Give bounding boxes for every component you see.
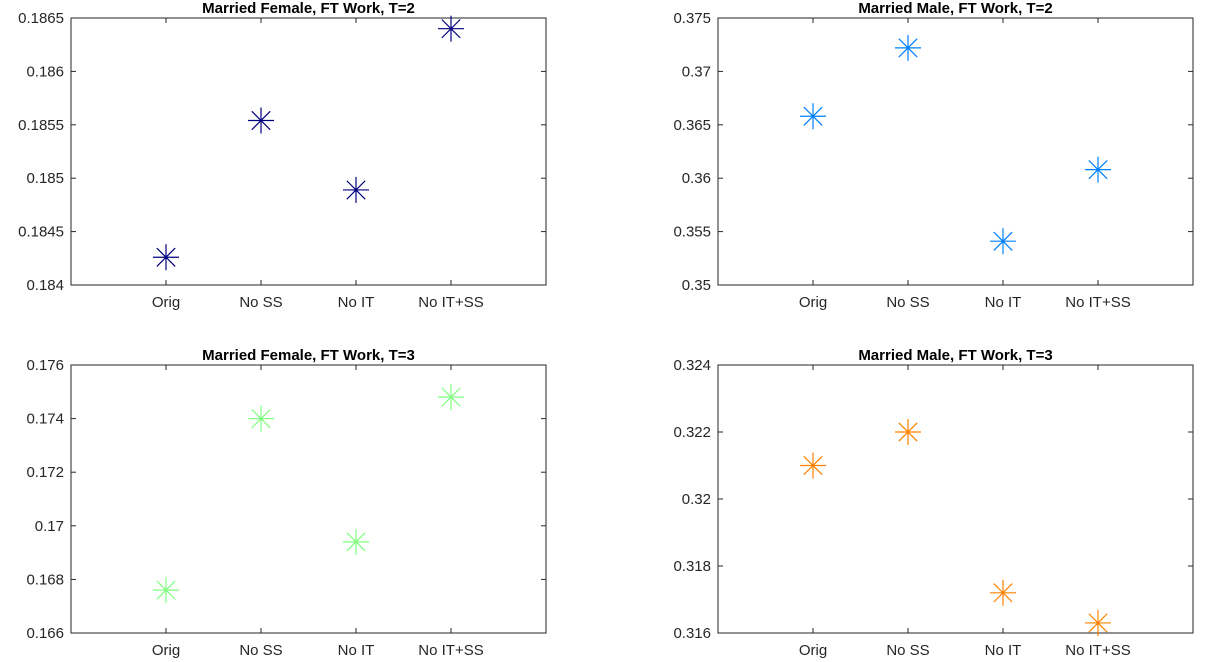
data-point-orig — [153, 577, 179, 604]
marker-stroke — [1088, 160, 1108, 180]
y-tick-label: 0.1845 — [18, 224, 64, 241]
y-tick-label: 0.322 — [673, 424, 711, 441]
data-point-no-ss — [895, 419, 921, 445]
marker-stroke — [803, 455, 823, 476]
y-tick-label: 0.375 — [673, 10, 711, 27]
chart-panel-4: Married Male, FT Work, T=3 0.316 0.318 0.32… — [673, 347, 1194, 659]
x-tick-label: No IT+SS — [418, 642, 483, 659]
marker-stroke — [1088, 613, 1108, 633]
y-tick-label: 0.316 — [673, 625, 711, 642]
data-point-orig — [153, 244, 179, 271]
x-tick-label: Orig — [799, 642, 827, 659]
marker-stroke — [251, 110, 271, 131]
data-point-no-it-ss — [1085, 609, 1111, 636]
y-tick-label: 0.32 — [682, 491, 711, 508]
x-tick-label: No IT — [985, 294, 1022, 311]
data-point-no-it-ss — [438, 15, 464, 42]
chart-title: Married Male, FT Work, T=2 — [858, 0, 1052, 17]
y-tick-label: 0.172 — [26, 464, 64, 481]
axes-box — [70, 364, 547, 634]
y-tick-label: 0.355 — [673, 224, 711, 241]
data-point-no-it-ss — [1085, 156, 1111, 183]
y-tick-label: 0.168 — [26, 571, 64, 588]
y-tick-label: 0.318 — [673, 558, 711, 575]
y-tick-label: 0.1865 — [18, 10, 64, 27]
y-tick-label: 0.184 — [26, 277, 64, 294]
y-tick-label: 0.17 — [35, 518, 64, 535]
x-tick-label: Orig — [152, 294, 180, 311]
chart-title: Married Female, FT Work, T=2 — [202, 0, 415, 17]
data-point-no-ss — [248, 107, 274, 134]
y-tick-label: 0.166 — [26, 625, 64, 642]
y-tick-label: 0.186 — [26, 63, 64, 80]
marker-stroke — [156, 580, 176, 600]
x-tick-label: No IT+SS — [418, 294, 483, 311]
data-point-no-ss — [895, 34, 921, 61]
marker-stroke — [441, 19, 461, 39]
x-tick-label: No IT — [338, 642, 375, 659]
y-tick-label: 0.324 — [673, 357, 711, 374]
data-point-no-it — [343, 528, 369, 555]
marker-stroke — [803, 106, 823, 126]
x-tick-label: No IT — [338, 294, 375, 311]
x-tick-label: No SS — [886, 642, 929, 659]
chart-panel-1: Married Female, FT Work, T=2 0.184 0.1845 0… — [18, 0, 547, 311]
x-tick-label: No SS — [239, 294, 282, 311]
data-point-no-ss — [248, 405, 274, 432]
marker-stroke — [993, 231, 1013, 251]
marker-stroke — [993, 583, 1013, 603]
chart-title: Married Male, FT Work, T=3 — [858, 347, 1052, 364]
marker-stroke — [898, 422, 918, 442]
data-point-orig — [800, 103, 826, 130]
axes-box — [70, 17, 547, 286]
x-tick-label: No SS — [886, 294, 929, 311]
y-tick-label: 0.36 — [682, 170, 711, 187]
axes-box — [717, 364, 1194, 634]
marker-stroke — [441, 387, 461, 407]
marker-stroke — [898, 38, 918, 58]
chart-panel-3: Married Female, FT Work, T=3 0.166 0.168 0.… — [26, 347, 547, 659]
y-tick-label: 0.365 — [673, 117, 711, 134]
y-tick-label: 0.1855 — [18, 117, 64, 134]
marker-stroke — [156, 247, 176, 267]
data-point-no-it — [990, 579, 1016, 606]
x-tick-label: No IT+SS — [1065, 294, 1130, 311]
marker-stroke — [346, 532, 366, 552]
y-tick-label: 0.174 — [26, 411, 64, 428]
data-point-no-it-ss — [438, 384, 464, 411]
x-tick-label: No SS — [239, 642, 282, 659]
data-point-no-it — [343, 176, 369, 203]
x-tick-label: Orig — [799, 294, 827, 311]
y-tick-label: 0.37 — [682, 63, 711, 80]
y-tick-label: 0.185 — [26, 170, 64, 187]
x-tick-label: Orig — [152, 642, 180, 659]
data-point-orig — [800, 452, 826, 479]
chart-title: Married Female, FT Work, T=3 — [202, 347, 415, 364]
y-tick-label: 0.35 — [682, 277, 711, 294]
y-tick-label: 0.176 — [26, 357, 64, 374]
x-tick-label: No IT+SS — [1065, 642, 1130, 659]
x-tick-label: No IT — [985, 642, 1022, 659]
data-point-no-it — [990, 228, 1016, 255]
axes-box — [717, 17, 1194, 286]
marker-stroke — [251, 408, 271, 429]
chart-panel-2: Married Male, FT Work, T=2 0.35 0.355 0.36 0… — [673, 0, 1194, 311]
marker-stroke — [346, 180, 366, 200]
